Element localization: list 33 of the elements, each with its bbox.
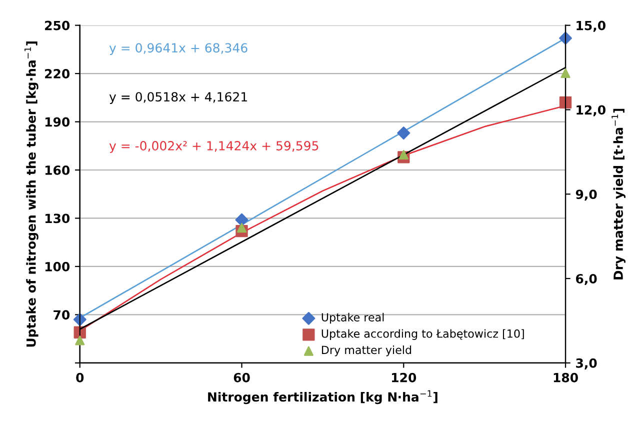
point <box>559 96 572 109</box>
point <box>560 68 570 78</box>
legend-label: Uptake real <box>322 312 384 324</box>
annotation: y = -0,002x² + 1,1424x + 59,595 <box>109 141 318 153</box>
point <box>236 223 247 233</box>
x-tick-label: 60 <box>234 372 250 382</box>
y-tick-label: 190 <box>45 117 70 127</box>
y2-axis-title: Dry matter yield [t·ha$^{−1}$] <box>612 108 626 280</box>
y2-tick-label: 12,0 <box>576 105 606 116</box>
y2-tick-label: 3,0 <box>576 358 597 370</box>
point <box>397 126 410 140</box>
y-tick-label: 100 <box>45 262 70 272</box>
annotation: y = 0,9641x + 68,346 <box>109 43 248 55</box>
y-tick-label: 160 <box>45 165 70 175</box>
x-tick-label: 0 <box>76 372 84 382</box>
y2-tick-label: 9,0 <box>576 190 597 201</box>
y2-tick-label: 6,0 <box>576 274 597 286</box>
y-tick-label: 220 <box>45 69 70 78</box>
point <box>398 150 408 160</box>
y2-tick-label: 15,0 <box>576 20 606 32</box>
x-tick-label: 120 <box>392 372 416 382</box>
point <box>73 313 86 326</box>
point <box>235 213 248 226</box>
x-tick-label: 180 <box>554 372 578 382</box>
legend-label: Uptake according to Łabętowicz [10] <box>322 329 524 340</box>
y-tick-label: 130 <box>45 214 70 224</box>
point <box>75 336 85 346</box>
y-tick-label: 70 <box>54 310 70 320</box>
legend-label: Dry matter yield <box>322 346 412 356</box>
annotation: y = 0,0518x + 4,1621 <box>109 92 247 104</box>
x-axis-title: Nitrogen fertilization [kg N·ha$^{−1}$] <box>208 390 438 404</box>
y-axis-title: Uptake of nitrogen with the tuber [kg·ha$^{−1}$] <box>24 42 38 347</box>
y-tick-label: 250 <box>45 20 70 30</box>
